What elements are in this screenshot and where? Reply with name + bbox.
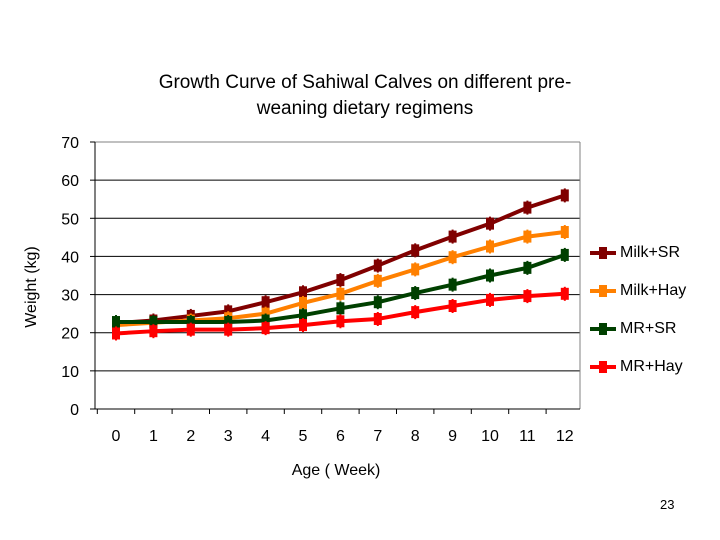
x-tick-label: 1 bbox=[149, 428, 158, 445]
y-tick-label: 60 bbox=[61, 173, 79, 190]
legend: Milk+SR Milk+Hay MR+SR MR+Hay bbox=[590, 234, 686, 386]
x-tick-label: 0 bbox=[112, 428, 121, 445]
legend-swatch-marker bbox=[599, 247, 607, 259]
x-axis-label: Age ( Week) bbox=[291, 462, 381, 479]
page-number: 23 bbox=[660, 497, 675, 512]
y-tick-label: 40 bbox=[61, 249, 79, 266]
axes bbox=[90, 141, 581, 414]
y-tick-label: 0 bbox=[70, 402, 79, 419]
grid-lines bbox=[95, 141, 580, 372]
series-mr-hay bbox=[112, 286, 569, 341]
x-tick-label: 5 bbox=[299, 428, 308, 445]
legend-swatch bbox=[590, 323, 616, 335]
x-tick-label: 8 bbox=[411, 428, 420, 445]
y-tick-label: 50 bbox=[61, 211, 79, 228]
legend-item: Milk+SR bbox=[590, 234, 686, 272]
chart-title: Growth Curve of Sahiwal Calves on differ… bbox=[95, 70, 635, 122]
x-tick-label: 2 bbox=[186, 428, 195, 445]
legend-swatch bbox=[590, 361, 616, 373]
legend-swatch bbox=[590, 285, 616, 297]
x-tick-label: 10 bbox=[481, 428, 499, 445]
x-tick-label: 3 bbox=[224, 428, 233, 445]
legend-swatch-marker bbox=[599, 361, 607, 373]
legend-swatch bbox=[590, 247, 616, 259]
legend-label: Milk+SR bbox=[620, 244, 681, 261]
x-tick-label: 7 bbox=[373, 428, 382, 445]
y-tick-label: 70 bbox=[61, 135, 79, 152]
legend-swatch-marker bbox=[599, 323, 607, 335]
series-group bbox=[112, 188, 569, 341]
legend-swatch-marker bbox=[599, 285, 607, 297]
legend-label: MR+SR bbox=[620, 320, 677, 337]
legend-item: MR+SR bbox=[590, 310, 686, 348]
legend-label: MR+Hay bbox=[620, 358, 683, 375]
chart-title-line-1: Growth Curve of Sahiwal Calves on differ… bbox=[158, 72, 572, 93]
legend-label: Milk+Hay bbox=[620, 282, 687, 299]
y-tick-label: 30 bbox=[61, 288, 79, 305]
series-mr-sr bbox=[112, 247, 569, 330]
x-tick-label: 9 bbox=[448, 428, 457, 445]
chart-title-line-2: weaning dietary regimens bbox=[256, 98, 474, 119]
x-tick-label: 12 bbox=[556, 428, 574, 445]
legend-item: MR+Hay bbox=[590, 348, 686, 386]
x-tick-label: 4 bbox=[261, 428, 270, 445]
legend-item: Milk+Hay bbox=[590, 272, 686, 310]
y-tick-label: 10 bbox=[61, 364, 79, 381]
x-tick-label: 11 bbox=[519, 428, 536, 445]
y-tick-label: 20 bbox=[61, 326, 79, 343]
x-tick-label: 6 bbox=[336, 428, 345, 445]
